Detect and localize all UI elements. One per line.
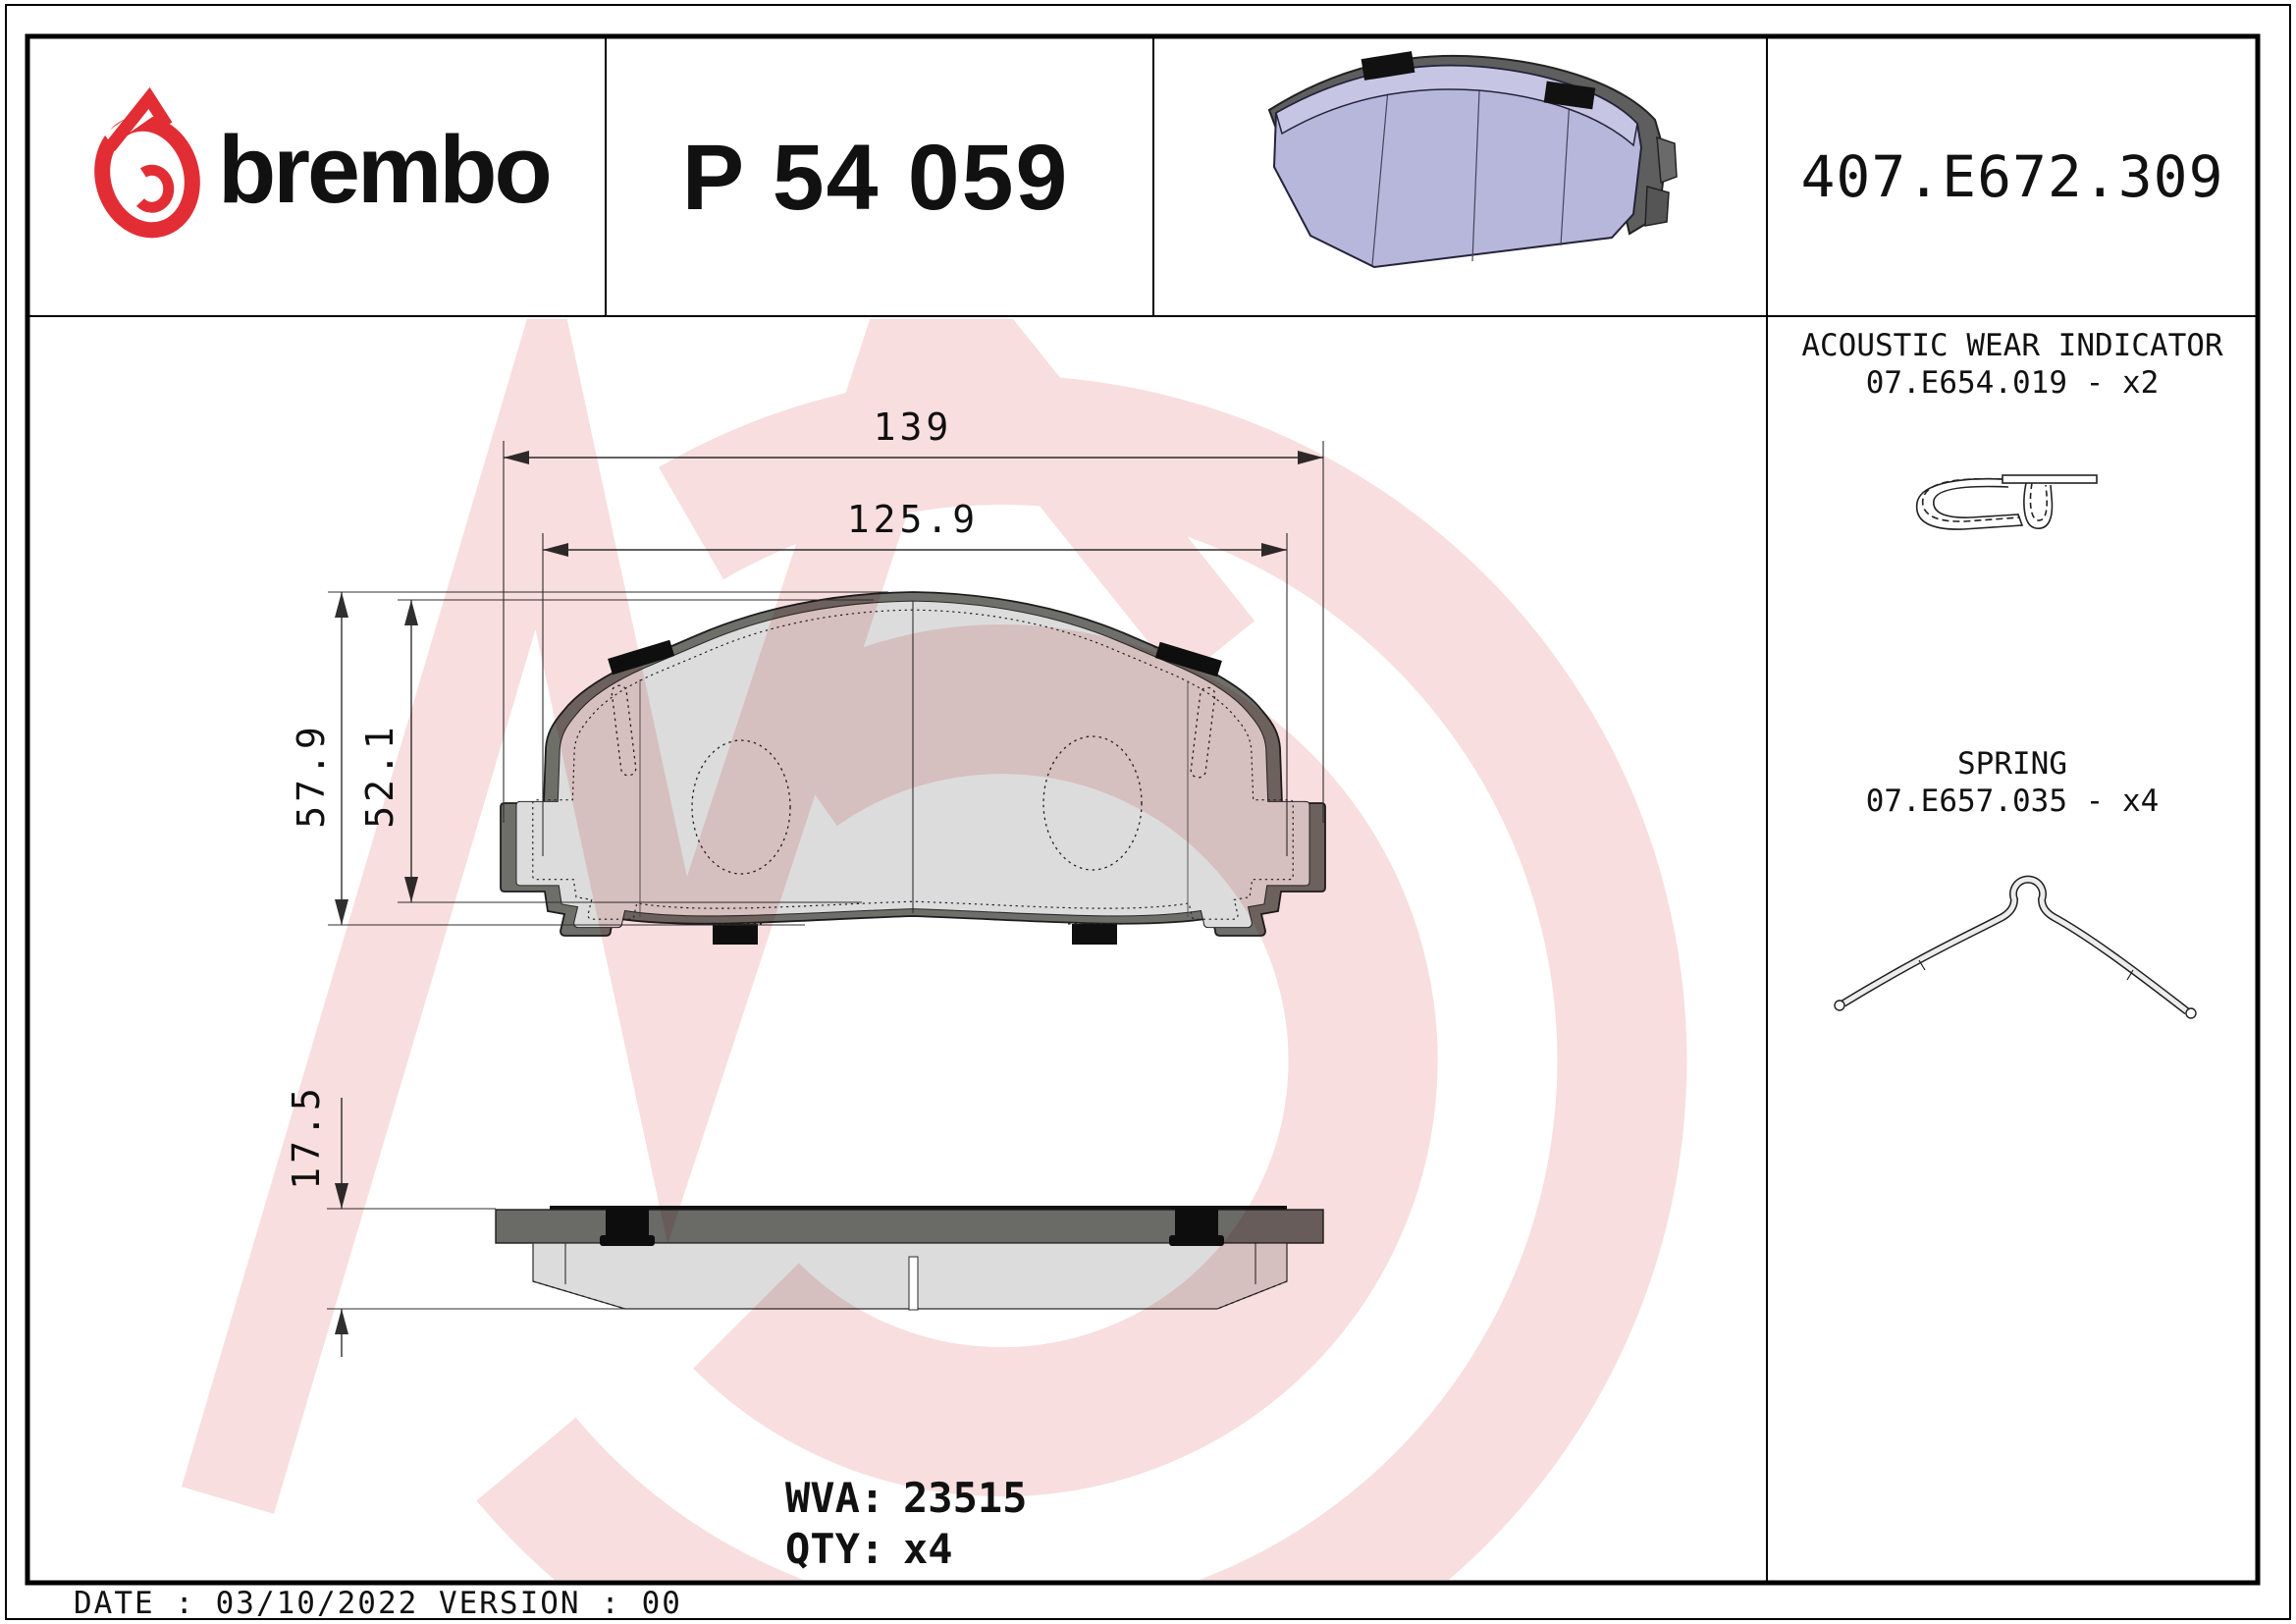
pad-3d-clip-right — [1543, 81, 1596, 110]
brand-wordmark: brembo — [218, 116, 550, 223]
dimension-57-9: 57.9 — [290, 591, 888, 926]
bottom-tab-right — [1072, 924, 1117, 945]
wear-indicator-title: ACOUSTIC WEAR INDICATOR — [1801, 328, 2223, 363]
content-border — [25, 33, 2261, 1586]
side-view — [495, 1206, 1324, 1311]
sheet-frame — [5, 4, 2291, 1620]
pad-3d-render — [1267, 51, 1678, 269]
wear-indicator-code: 07.E654.019 - x2 — [1866, 365, 2160, 401]
wear-indicator-section: ACOUSTIC WEAR INDICATOR 07.E654.019 - x2 — [1801, 328, 2223, 530]
qty-value: x4 — [903, 1525, 953, 1573]
friction-slot — [908, 1256, 919, 1311]
pad-3d-clip-left — [1361, 51, 1415, 81]
wva-label: WVA: — [785, 1474, 884, 1522]
wear-indicator-drawing — [1915, 474, 2098, 530]
spring-section: SPRING 07.E657.035 - x4 — [1834, 746, 2197, 1019]
wva-value: 23515 — [903, 1474, 1027, 1522]
svg-text:57.9: 57.9 — [290, 723, 333, 829]
spring-drawing — [1834, 875, 2197, 1019]
spring-title: SPRING — [1957, 746, 2067, 782]
clip-sections — [600, 1208, 1224, 1246]
outer-border — [5, 4, 2291, 1620]
brembo-logo: brembo — [94, 86, 553, 239]
catalog-code: 407.E672.309 — [1800, 143, 2223, 210]
shim-plate — [550, 1206, 1287, 1212]
order-info: WVA: 23515 QTY: x4 — [785, 1474, 1027, 1573]
brembo-mark-icon — [94, 86, 200, 239]
footer-text: DATE : 03/10/2022 VERSION : 00 — [74, 1586, 682, 1621]
qty-label: QTY: — [785, 1525, 884, 1573]
spring-code: 07.E657.035 - x4 — [1866, 784, 2160, 819]
brembo-watermark — [182, 319, 1687, 1580]
part-number: P 54 059 — [682, 126, 1070, 230]
